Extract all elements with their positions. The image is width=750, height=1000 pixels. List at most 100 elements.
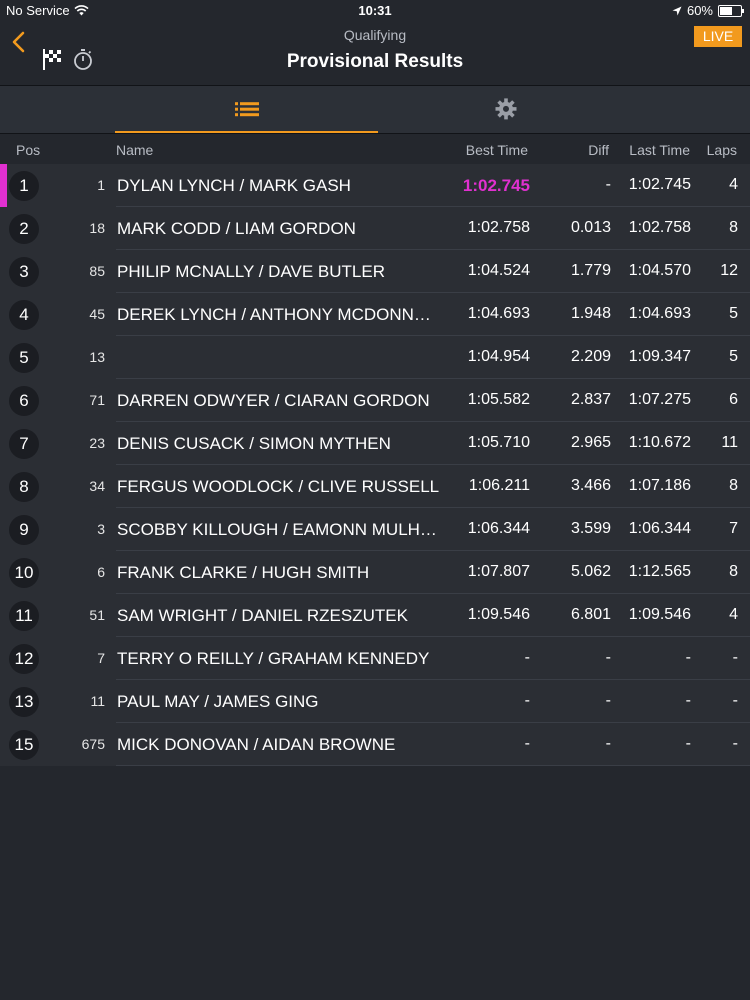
best-time: 1:06.344 — [467, 520, 530, 537]
fastest-lap-indicator — [0, 551, 7, 594]
fastest-lap-indicator — [0, 293, 7, 336]
car-number: 1 — [97, 177, 105, 193]
best-time: 1:04.524 — [467, 262, 530, 279]
lap-count: 4 — [729, 606, 738, 623]
col-laps: Laps — [706, 142, 737, 158]
last-time: 1:04.570 — [628, 262, 691, 279]
table-row[interactable]: 1 1 DYLAN LYNCH / MARK GASH 1:02.745-1:02.7… — [0, 164, 750, 207]
table-row[interactable]: 6 71 DARREN ODWYER / CIARAN GORDON 1:05.582… — [0, 379, 750, 422]
driver-names: MICK DONOVAN / AIDAN BROWNE — [117, 735, 396, 754]
fastest-lap-indicator — [0, 594, 7, 637]
tab-settings[interactable] — [378, 86, 634, 134]
position-badge: 7 — [9, 429, 39, 459]
time-diff: - — [605, 649, 611, 666]
driver-names: PHILIP MCNALLY / DAVE BUTLER — [117, 262, 385, 281]
battery-fill — [720, 6, 732, 15]
lap-count: 6 — [729, 391, 738, 408]
fastest-lap-indicator — [0, 637, 7, 680]
time-diff: 1.948 — [570, 305, 611, 322]
lap-count: 5 — [729, 305, 738, 322]
table-row[interactable]: 7 23 DENIS CUSACK / SIMON MYTHEN 1:05.710 2.… — [0, 422, 750, 465]
tab-bar-divider — [0, 133, 750, 134]
fastest-lap-indicator — [0, 422, 7, 465]
best-time: 1:06.211 — [468, 477, 530, 494]
time-diff: 2.837 — [570, 391, 611, 408]
driver-names: DARREN ODWYER / CIARAN GORDON — [117, 391, 430, 410]
car-number: 3 — [97, 521, 105, 537]
best-time: 1:02.745 — [462, 176, 530, 195]
position-badge: 3 — [9, 257, 39, 287]
table-row[interactable]: 15 675 MICK DONOVAN / AIDAN BROWNE - - - - — [0, 723, 750, 766]
last-time: 1:09.546 — [628, 606, 691, 623]
wifi-icon — [74, 5, 89, 16]
fastest-lap-indicator — [0, 379, 7, 422]
battery-percent: 60% — [686, 3, 713, 18]
lap-count: 8 — [729, 563, 738, 580]
car-number: 71 — [89, 392, 105, 408]
car-number: 13 — [89, 349, 105, 365]
lap-count: - — [732, 735, 738, 752]
best-time: 1:09.546 — [467, 606, 530, 623]
last-time: 1:04.693 — [628, 305, 691, 322]
checkered-flag-icon — [43, 49, 61, 70]
carrier-label: No Service — [6, 3, 70, 18]
fastest-lap-indicator — [0, 465, 7, 508]
last-time: 1:02.758 — [628, 219, 691, 236]
best-time: 1:02.758 — [467, 219, 530, 236]
table-row[interactable]: 4 45 DEREK LYNCH / ANTHONY MCDONN… 1:04.693… — [0, 293, 750, 336]
last-time: 1:10.672 — [628, 434, 691, 451]
car-number: 45 — [89, 306, 105, 322]
best-time: 1:07.807 — [467, 563, 530, 580]
last-time: 1:07.275 — [628, 391, 691, 408]
car-number: 51 — [89, 607, 105, 623]
table-row[interactable]: 8 34 FERGUS WOODLOCK / CLIVE RUSSELL 1:06.2… — [0, 465, 750, 508]
header-divider — [0, 85, 750, 86]
last-time: 1:09.347 — [628, 348, 691, 365]
position-badge: 1 — [9, 171, 39, 201]
column-headers: Pos Name Best Time Diff Last Time Laps — [0, 139, 750, 163]
table-row[interactable]: 3 85 PHILIP MCNALLY / DAVE BUTLER 1:04.524 1… — [0, 250, 750, 293]
carrier-group: No Service — [6, 3, 89, 18]
time-diff: 0.013 — [570, 219, 611, 236]
best-time: - — [524, 649, 530, 666]
lap-count: - — [732, 649, 738, 666]
table-row[interactable]: 5 13 1:04.954 2.209 1:09.347 5 — [0, 336, 750, 379]
session-subtitle: Qualifying — [343, 27, 407, 43]
driver-names: FRANK CLARKE / HUGH SMITH — [117, 563, 370, 582]
driver-names: TERRY O REILLY / GRAHAM KENNEDY — [117, 649, 430, 668]
stopwatch-icon — [74, 49, 92, 70]
table-row[interactable]: 11 51 SAM WRIGHT / DANIEL RZESZUTEK 1:09.54… — [0, 594, 750, 637]
col-pos: Pos — [16, 142, 41, 158]
table-row[interactable]: 9 3 SCOBBY KILLOUGH / EAMONN MULH… 1:06.344… — [0, 508, 750, 551]
time-diff: - — [605, 692, 611, 709]
tab-bar — [0, 86, 750, 134]
time-diff: - — [605, 176, 611, 193]
car-number: 675 — [81, 736, 105, 752]
last-time: 1:12.565 — [628, 563, 691, 580]
car-number: 18 — [89, 220, 105, 236]
best-time: - — [524, 735, 530, 752]
position-badge: 13 — [9, 687, 39, 717]
battery-icon — [718, 4, 744, 17]
fastest-lap-indicator — [0, 250, 7, 293]
position-badge: 11 — [9, 601, 39, 631]
lap-count: 4 — [729, 176, 738, 193]
position-badge: 6 — [9, 386, 39, 416]
back-chevron-icon[interactable] — [8, 28, 30, 56]
live-button[interactable]: LIVE — [694, 26, 742, 47]
table-row[interactable]: 13 11 PAUL MAY / JAMES GING - - - - — [0, 680, 750, 723]
last-time: 1:06.344 — [628, 520, 691, 537]
car-number: 7 — [97, 650, 105, 666]
table-row[interactable]: 12 7 TERRY O REILLY / GRAHAM KENNEDY - - - - — [0, 637, 750, 680]
car-number: 34 — [89, 478, 105, 494]
page-title: Provisional Results — [286, 51, 464, 72]
table-row[interactable]: 10 6 FRANK CLARKE / HUGH SMITH 1:07.807 5.06… — [0, 551, 750, 594]
tab-results-list[interactable] — [115, 86, 378, 134]
last-time: 1:07.186 — [628, 477, 691, 494]
lap-count: 11 — [721, 434, 738, 451]
clock: 10:31 — [358, 3, 392, 18]
table-row[interactable]: 2 18 MARK CODD / LIAM GORDON 1:02.758 0.013 1… — [0, 207, 750, 250]
lap-count: - — [732, 692, 738, 709]
best-time: - — [524, 692, 530, 709]
time-diff: 1.779 — [570, 262, 611, 279]
